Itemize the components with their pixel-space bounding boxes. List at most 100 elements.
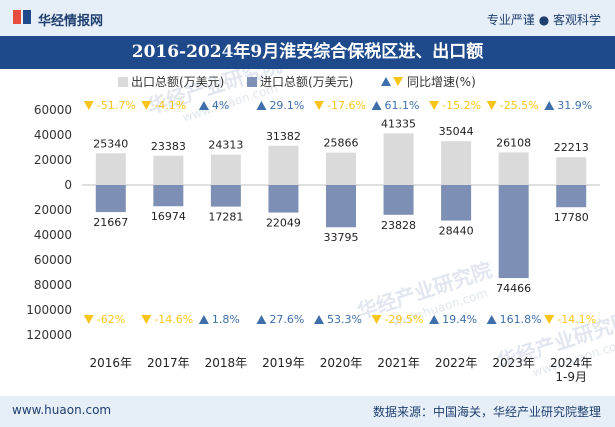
import-value-label: 21667 xyxy=(93,216,128,229)
y-tick-label: 0 xyxy=(64,178,72,192)
import-growth-label: 27.6% xyxy=(269,313,304,326)
import-growth-down-icon xyxy=(141,315,152,324)
y-tick-label: 60000 xyxy=(34,103,72,117)
export-value-label: 41335 xyxy=(381,117,416,130)
import-bar xyxy=(383,185,414,215)
import-growth-up-icon xyxy=(198,315,209,324)
y-tick-label: 20000 xyxy=(34,203,72,217)
import-value-label: 17780 xyxy=(554,211,589,224)
y-tick-label: 20000 xyxy=(34,153,72,167)
bar-chart: 华经产业研究院www.huaon.com华经产业研究院www.huaon.com… xyxy=(26,69,615,384)
y-tick-label: 80000 xyxy=(34,278,72,292)
import-value-label: 23828 xyxy=(381,219,416,232)
x-tick-label: 2019年 xyxy=(262,356,305,370)
export-bar xyxy=(441,141,472,185)
export-growth-up-icon xyxy=(256,101,267,110)
export-value-label: 25866 xyxy=(324,137,359,150)
export-value-label: 31382 xyxy=(266,130,301,143)
x-tick-label: 2024年 xyxy=(550,356,593,370)
import-value-label: 16974 xyxy=(151,210,186,223)
import-value-label: 22049 xyxy=(266,217,301,230)
import-bar xyxy=(556,185,587,208)
brand-tagline: 专业严谨 ● 客观科学 xyxy=(486,13,601,27)
import-value-label: 28440 xyxy=(439,225,474,238)
import-growth-label: 19.4% xyxy=(442,313,477,326)
import-growth-label: -62% xyxy=(97,313,125,326)
x-tick-label: 2022年 xyxy=(435,356,478,370)
export-value-label: 26108 xyxy=(496,136,531,149)
export-value-label: 25340 xyxy=(93,137,128,150)
y-tick-label: 120000 xyxy=(26,328,72,342)
import-bar xyxy=(95,185,126,213)
import-bar xyxy=(441,185,472,221)
export-value-label: 35044 xyxy=(439,125,474,138)
legend-import-swatch xyxy=(247,77,257,87)
import-growth-label: -14.6% xyxy=(154,313,193,326)
import-growth-label: -14.1% xyxy=(557,313,596,326)
y-tick-label: 60000 xyxy=(34,253,72,267)
export-bar xyxy=(498,152,529,185)
import-bar xyxy=(268,185,299,213)
legend-export-label: 出口总额(万美元) xyxy=(131,75,224,89)
brand-logo-icon xyxy=(13,10,31,24)
import-bar xyxy=(326,185,356,228)
export-growth-down-icon xyxy=(429,101,440,110)
x-tick-label: 2016年 xyxy=(90,356,133,370)
import-value-label: 17281 xyxy=(208,211,243,224)
y-tick-label: 40000 xyxy=(34,128,72,142)
export-bar xyxy=(95,153,126,185)
import-value-label: 33795 xyxy=(324,231,359,244)
export-growth-up-icon xyxy=(544,101,555,110)
export-bar xyxy=(153,155,184,185)
export-value-label: 22213 xyxy=(554,141,589,154)
legend-growth-label: 同比增速(%) xyxy=(407,75,476,89)
import-growth-label: 161.8% xyxy=(500,313,542,326)
import-growth-down-icon xyxy=(544,315,555,324)
legend-growth-up-icon xyxy=(381,77,391,86)
export-growth-label: 4% xyxy=(212,99,229,112)
x-tick-label: 2020年 xyxy=(320,356,363,370)
footer-source: 数据来源：中国海关，华经产业研究院整理 xyxy=(372,405,601,419)
import-growth-up-icon xyxy=(429,315,440,324)
export-growth-label: -25.5% xyxy=(500,99,539,112)
export-growth-label: 61.1% xyxy=(385,99,420,112)
export-growth-down-icon xyxy=(83,101,94,110)
legend-import-label: 进口总额(万美元) xyxy=(260,75,353,89)
export-bar xyxy=(383,133,414,185)
export-growth-down-icon xyxy=(314,101,324,110)
import-value-label: 74466 xyxy=(496,282,531,295)
export-growth-down-icon xyxy=(486,101,497,110)
export-growth-down-icon xyxy=(141,101,152,110)
export-value-label: 23383 xyxy=(151,140,186,153)
x-tick-label: 2023年 xyxy=(492,356,535,370)
export-growth-label: -51.7% xyxy=(97,99,136,112)
y-tick-label: 40000 xyxy=(34,228,72,242)
export-growth-label: 31.9% xyxy=(557,99,592,112)
export-value-label: 24313 xyxy=(208,139,243,152)
x-tick-label: 2021年 xyxy=(377,356,420,370)
import-bar xyxy=(153,185,184,207)
export-bar xyxy=(556,157,587,185)
export-growth-label: 29.1% xyxy=(269,99,304,112)
import-growth-up-icon xyxy=(486,315,497,324)
export-growth-up-icon xyxy=(371,101,382,110)
import-growth-up-icon xyxy=(256,315,267,324)
export-bar xyxy=(210,154,241,185)
y-tick-label: 100000 xyxy=(26,303,72,317)
import-growth-label: 53.3% xyxy=(327,313,362,326)
import-bar xyxy=(498,185,529,279)
x-tick-label: 2018年 xyxy=(205,356,248,370)
x-tick-label: 1-9月 xyxy=(555,370,587,384)
import-growth-label: -29.5% xyxy=(385,313,424,326)
title-bar xyxy=(0,36,615,69)
import-growth-down-icon xyxy=(371,315,382,324)
import-bar xyxy=(210,185,241,207)
import-growth-up-icon xyxy=(314,315,324,324)
export-growth-label: -4.1% xyxy=(154,99,186,112)
legend-export-swatch xyxy=(118,77,128,87)
export-growth-label: -15.2% xyxy=(442,99,481,112)
footer-website: www.huaon.com xyxy=(12,403,112,417)
export-bar xyxy=(268,145,299,185)
export-growth-label: -17.6% xyxy=(327,99,366,112)
